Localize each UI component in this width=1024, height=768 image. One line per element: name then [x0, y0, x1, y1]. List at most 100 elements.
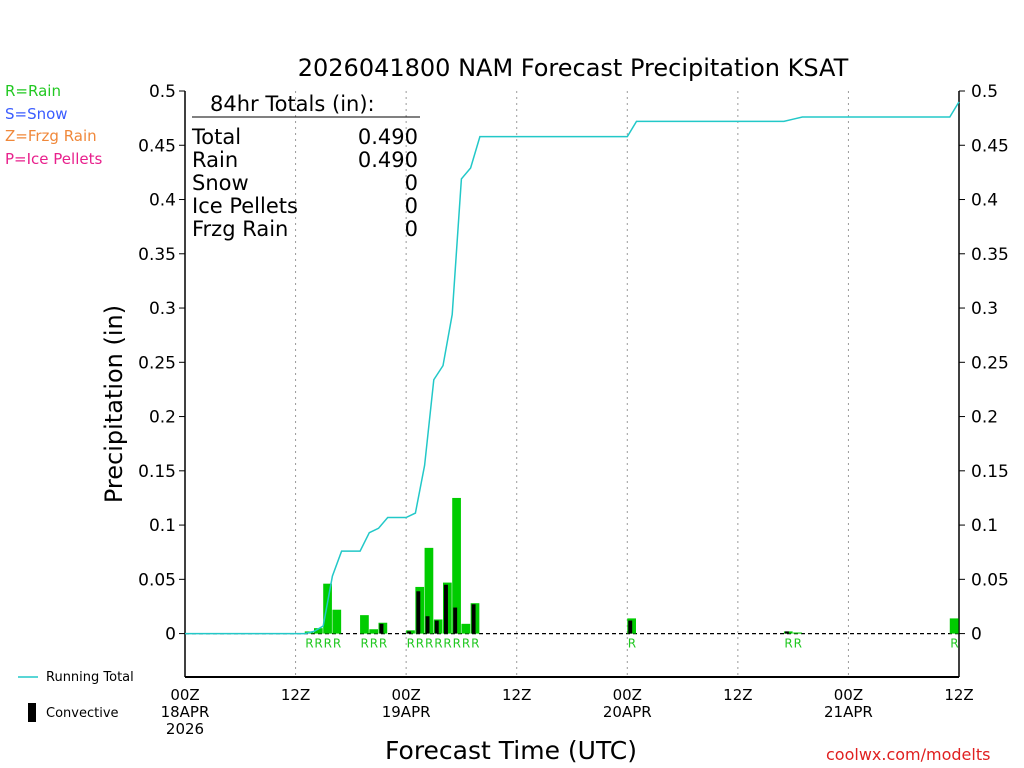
- precip-type-label: R: [950, 637, 958, 651]
- precip-type-label: R: [628, 637, 636, 651]
- totals-label-total: Total: [192, 125, 242, 149]
- precip-bar: [323, 583, 332, 634]
- labels-layer: 2026041800 NAM Forecast Precipitation KS…: [100, 54, 1009, 765]
- x-tick-label: 21APR: [824, 703, 873, 721]
- grid-layer: [185, 91, 959, 677]
- precip-bar: [369, 629, 378, 634]
- x-tick-label: 19APR: [382, 703, 431, 721]
- convective-bar: [471, 604, 476, 634]
- precip-type-label: R: [370, 637, 378, 651]
- precip-type-label: R: [333, 637, 341, 651]
- precip-bar: [314, 628, 323, 634]
- axes-layer: [179, 90, 965, 678]
- y-tick-label-left: 0.2: [149, 408, 176, 428]
- y-tick-label-left: 0.5: [149, 82, 176, 102]
- x-tick-label: 20APR: [603, 703, 652, 721]
- precip-type-label: R: [324, 637, 332, 651]
- convective-bar: [453, 607, 458, 634]
- totals-label-frzg-rain: Frzg Rain: [192, 217, 289, 241]
- convective-bar: [784, 631, 789, 634]
- precip-type-label: R: [314, 637, 322, 651]
- precip-type-label: R: [784, 637, 792, 651]
- convective-legend-swatch: [28, 703, 36, 722]
- bars-layer: [304, 497, 959, 634]
- y-tick-label-left: 0.15: [138, 462, 176, 482]
- convective-bar: [434, 620, 439, 634]
- y-tick-label-left: 0.3: [149, 299, 176, 319]
- totals-label-snow: Snow: [192, 171, 249, 195]
- x-tick-label: 12Z: [502, 686, 531, 704]
- y-tick-label-left: 0.45: [138, 136, 176, 156]
- chart-title: 2026041800 NAM Forecast Precipitation KS…: [298, 54, 849, 82]
- precip-bar: [452, 497, 461, 634]
- y-tick-label-right: 0.1: [971, 516, 998, 536]
- precip-type-label: R: [434, 637, 442, 651]
- precip-bar: [332, 609, 342, 634]
- y-tick-label-left: 0.4: [149, 191, 176, 211]
- precip-type-label: R: [453, 637, 461, 651]
- totals-value-ice-pellets: 0: [404, 194, 418, 218]
- precip-type-label: R: [416, 637, 424, 651]
- y-tick-label-left: 0: [165, 625, 176, 645]
- totals-label-ice-pellets: Ice Pellets: [192, 194, 298, 218]
- x-tick-label: 00Z: [613, 686, 642, 704]
- precip-type-label: R: [379, 637, 387, 651]
- precip-type-label: R: [471, 637, 479, 651]
- x-tick-label: 12Z: [723, 686, 752, 704]
- precip-type-label: R: [305, 637, 313, 651]
- line-layer: [185, 101, 960, 635]
- precip-bar: [424, 547, 434, 634]
- x-tick-label: 00Z: [391, 686, 420, 704]
- convective-bar: [379, 623, 384, 634]
- y-tick-label-left: 0.05: [138, 570, 176, 590]
- totals-value-snow: 0: [404, 171, 418, 195]
- precip-type-label: R: [794, 637, 802, 651]
- y-tick-label-left: 0.1: [149, 516, 176, 536]
- precip-type-label: R: [407, 637, 415, 651]
- legend-rain: R=Rain: [5, 82, 61, 100]
- y-tick-label-right: 0: [971, 625, 982, 645]
- convective-bar: [407, 631, 412, 634]
- precip-type-label: R: [443, 637, 451, 651]
- convective-bar: [628, 620, 633, 634]
- y-tick-label-left: 0.35: [138, 245, 176, 265]
- legend-snow: S=Snow: [5, 105, 68, 123]
- convective-bar: [444, 584, 448, 634]
- x-tick-label: 00Z: [834, 686, 863, 704]
- y-tick-label-right: 0.2: [971, 408, 998, 428]
- totals-header: 84hr Totals (in):: [210, 92, 375, 116]
- precip-bar: [949, 618, 959, 634]
- totals-label-rain: Rain: [192, 148, 239, 172]
- y-tick-label-right: 0.05: [971, 570, 1009, 590]
- x-tick-label: 12Z: [944, 686, 973, 704]
- legend-layer: [18, 676, 38, 722]
- x-tick-label: 00Z: [170, 686, 199, 704]
- precip-bar: [360, 615, 369, 634]
- convective-bar: [425, 616, 430, 634]
- convective-bar: [416, 591, 421, 634]
- legend-ice-pellets: P=Ice Pellets: [5, 150, 103, 168]
- legend-convective-label: Convective: [46, 706, 119, 721]
- y-tick-label-right: 0.5: [971, 82, 998, 102]
- totals-value-total: 0.490: [357, 125, 418, 149]
- watermark: coolwx.com/modelts: [826, 745, 991, 764]
- y-axis-label: Precipitation (in): [100, 305, 128, 503]
- y-tick-label-right: 0.45: [971, 136, 1009, 156]
- x-tick-label: 18APR: [161, 703, 210, 721]
- precip-bar: [793, 632, 802, 634]
- totals-value-rain: 0.490: [357, 148, 418, 172]
- precip-bar: [461, 623, 471, 634]
- running-total-line: [185, 101, 960, 635]
- x-axis-label: Forecast Time (UTC): [385, 736, 637, 765]
- x-tick-label: 12Z: [281, 686, 310, 704]
- legend-frzg-rain: Z=Frzg Rain: [5, 127, 97, 145]
- totals-value-frzg-rain: 0: [404, 217, 418, 241]
- y-tick-label-right: 0.25: [971, 353, 1009, 373]
- y-tick-label-right: 0.4: [971, 191, 998, 211]
- precip-type-label: R: [361, 637, 369, 651]
- y-tick-label-right: 0.15: [971, 462, 1009, 482]
- y-tick-label-right: 0.35: [971, 245, 1009, 265]
- precip-type-label: R: [462, 637, 470, 651]
- y-tick-label-left: 0.25: [138, 353, 176, 373]
